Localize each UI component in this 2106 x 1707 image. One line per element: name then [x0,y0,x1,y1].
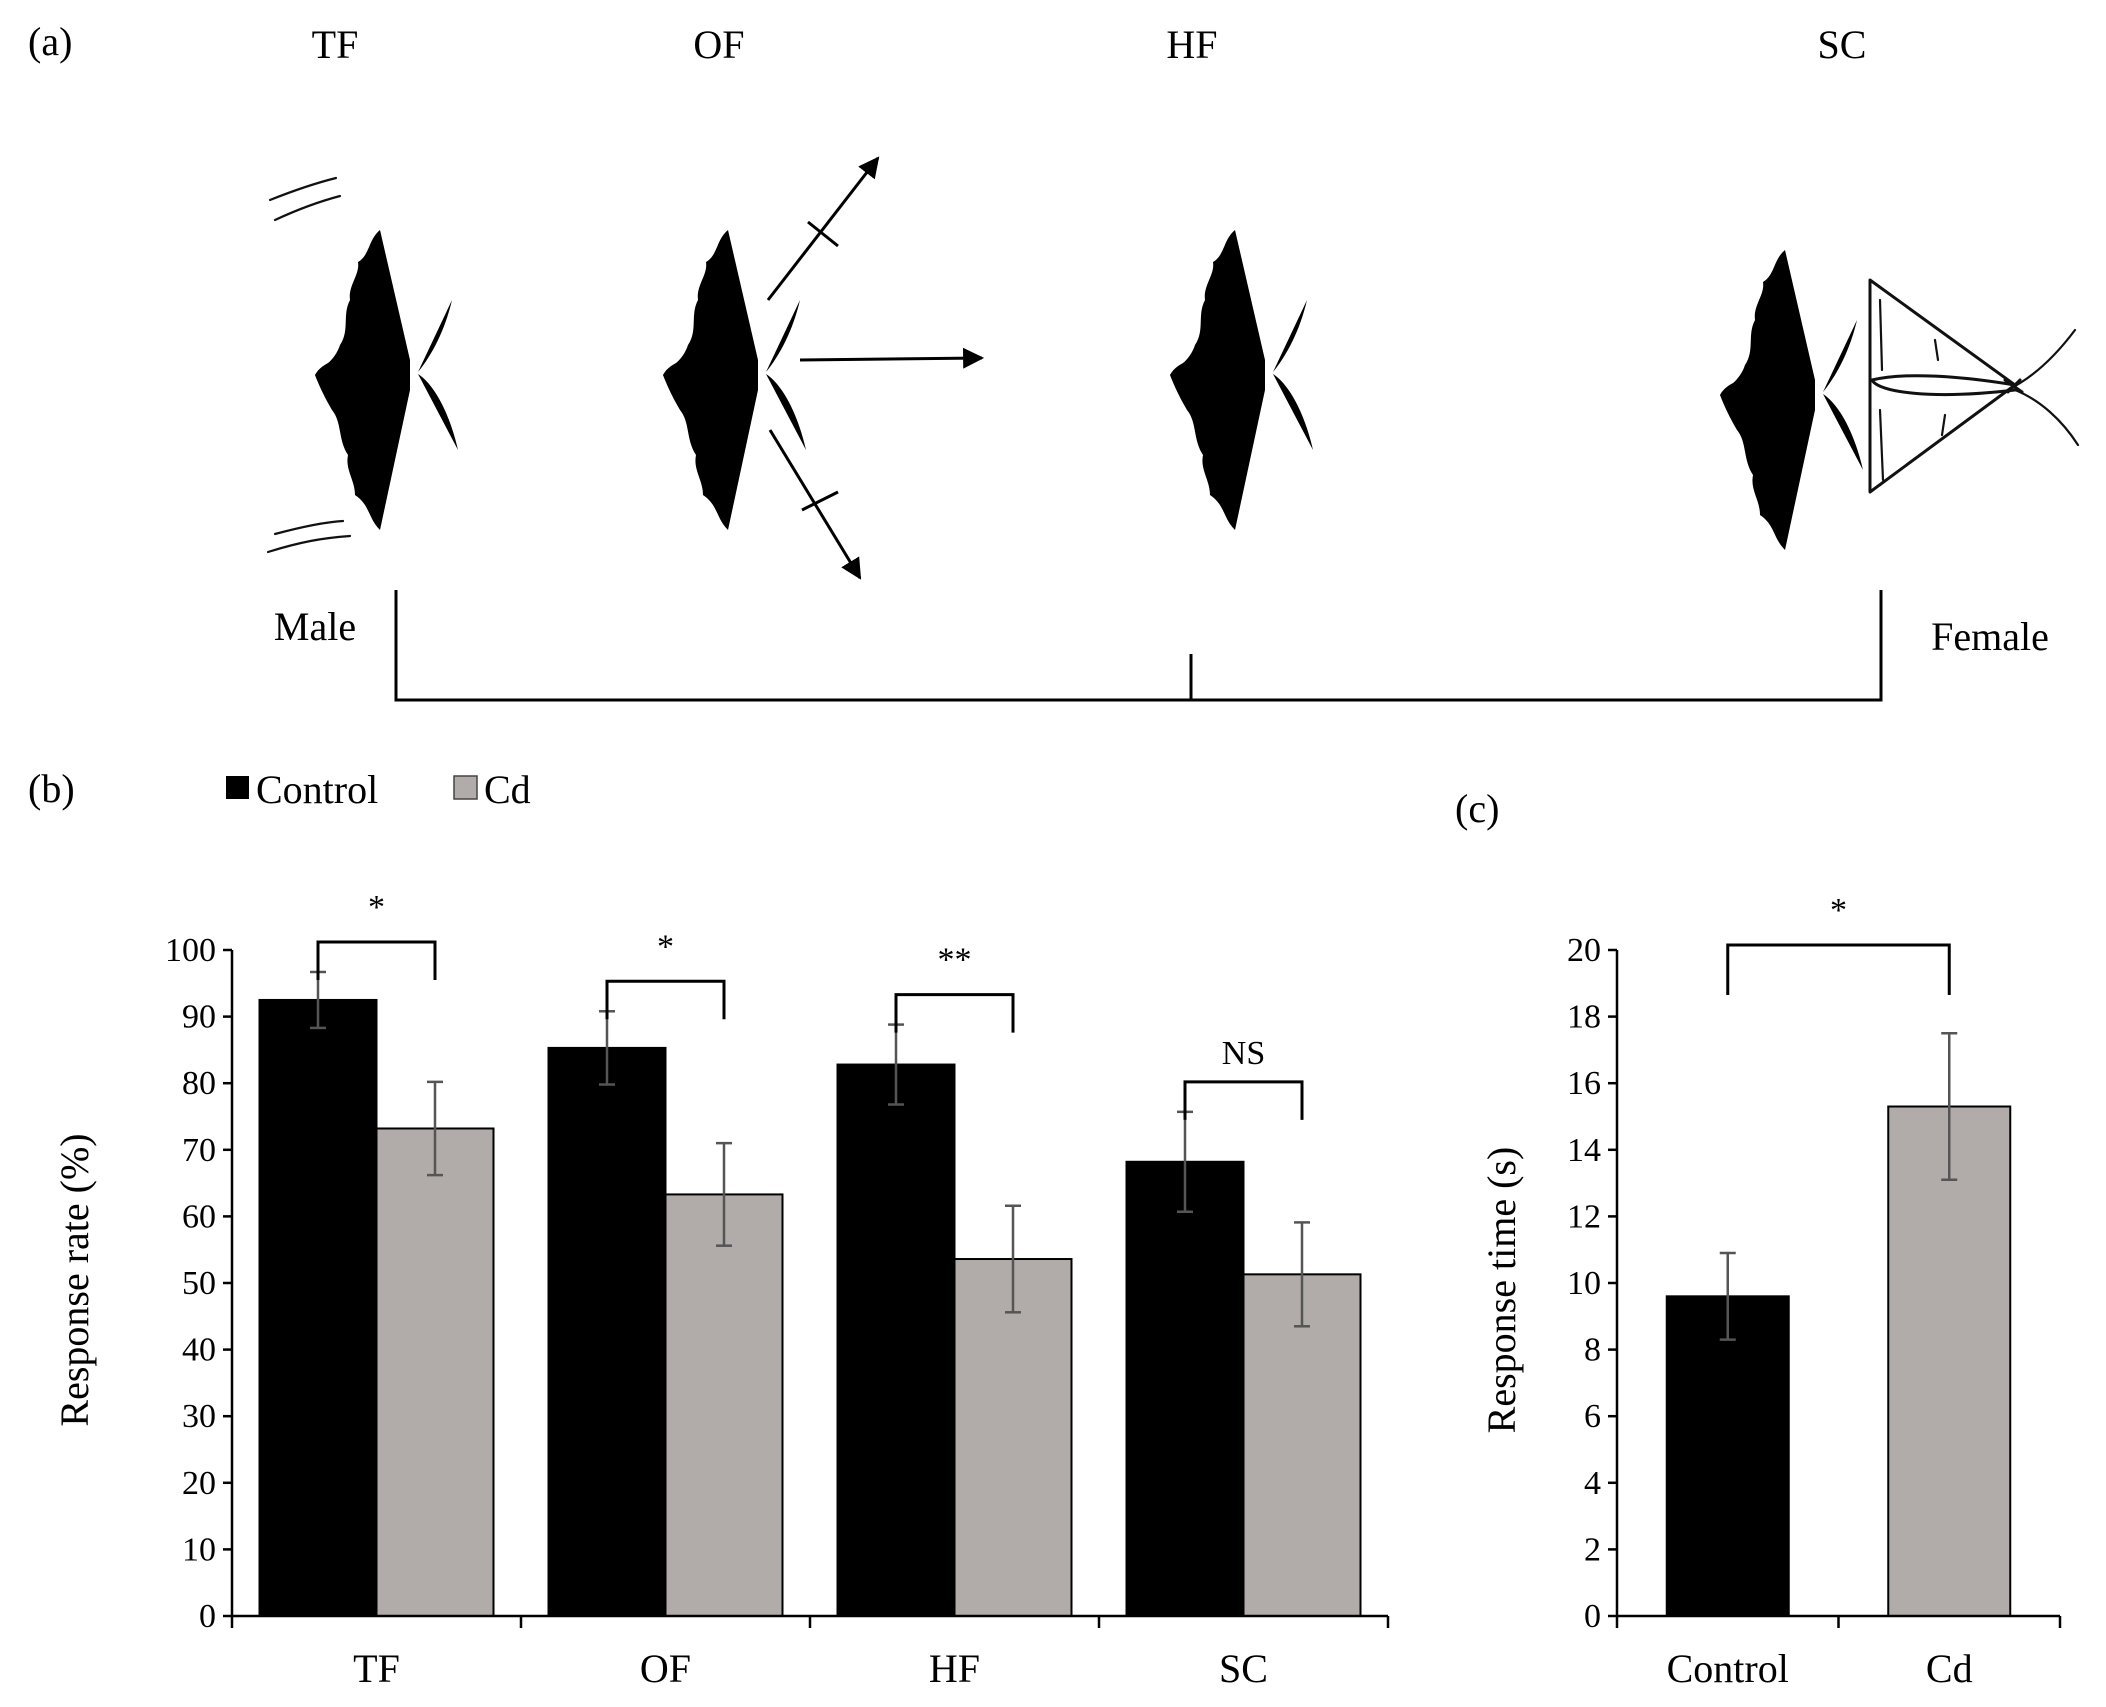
y-tick-label-4: 4 [1584,1465,1601,1502]
x-tick-label-sc: SC [1219,1646,1268,1691]
bar-cd-sc [1242,1273,1362,1618]
male-moth-copulation-icon [1720,250,1863,550]
x-tick-label-hf: HF [929,1646,980,1691]
orientation-arrows-icon [766,156,985,580]
y-tick-label-100: 100 [165,932,216,969]
y-tick-label-60: 60 [182,1198,216,1235]
bars [1665,1105,2012,1617]
significance-label-of: * [657,928,674,965]
panel-b-label: (b) [28,766,75,811]
significance-bracket-of [605,979,726,1020]
significance-label-control-cd: * [1830,892,1847,929]
y-tick-label-16: 16 [1567,1065,1601,1102]
y-axis-title: Response rate (%) [52,1133,97,1426]
male-female-bracket [394,590,1883,702]
y-tick-label-40: 40 [182,1332,216,1369]
y-tick-label-70: 70 [182,1132,216,1169]
male-label: Male [274,604,356,649]
x-axis-ticks: Control Cd [1615,1616,2062,1691]
y-tick-label-14: 14 [1567,1132,1601,1169]
bar-control-hf [836,1063,956,1617]
significance-bracket-tf [316,940,437,980]
significance-label-sc: NS [1222,1035,1265,1072]
female-label: Female [1931,614,2049,659]
significance-bracket-control-cd [1726,943,1951,995]
error-bars [1719,1032,1958,1341]
y-axis-ticks: 0 2 4 6 8 10 12 14 16 18 20 [1567,932,1617,1635]
y-tick-label-90: 90 [182,999,216,1036]
panel-a-diagram: (a) TF OF HF SC [28,19,2080,702]
y-tick-label-20: 20 [182,1465,216,1502]
stage-label-tf: TF [312,22,359,67]
legend-swatch-control [226,776,249,799]
bar-cd [1887,1105,2012,1617]
legend: Control Cd [226,767,531,812]
y-tick-label-80: 80 [182,1065,216,1102]
y-axis-ticks: 0 10 20 30 40 50 60 70 80 90 100 [165,932,232,1635]
stage-label-of: OF [693,22,744,67]
y-tick-label-30: 30 [182,1398,216,1435]
significance-bracket-sc [1183,1080,1304,1120]
significance-label-hf: ** [938,942,972,979]
bar-control-tf [258,998,378,1617]
error-bars [310,970,1310,1328]
y-tick-label-10: 10 [1567,1265,1601,1302]
response-time-chart: (c) 0 2 4 6 8 10 12 14 16 18 20 * Control Cd Respon… [1455,786,2062,1691]
bar-cd-tf [375,1127,495,1618]
significance-label-tf: * [368,889,385,926]
male-moth-hair-pencil-icon [1170,230,1313,530]
bar-control-sc [1125,1160,1245,1617]
y-tick-label-2: 2 [1584,1531,1601,1568]
male-moth-wing-fanning-icon [266,176,458,554]
y-tick-label-8: 8 [1584,1332,1601,1369]
y-tick-label-12: 12 [1567,1198,1601,1235]
female-moth-icon [1868,278,2080,494]
y-tick-label-0: 0 [199,1598,216,1635]
x-tick-label-cd: Cd [1926,1646,1973,1691]
bars [258,998,1362,1618]
stage-label-hf: HF [1166,22,1217,67]
x-axis-ticks: TF OF HF SC [230,1616,1390,1691]
y-tick-label-20: 20 [1567,932,1601,969]
panel-c-label: (c) [1455,786,1499,831]
bar-cd-of [664,1193,784,1617]
x-tick-label-control: Control [1667,1646,1789,1691]
male-moth-orientation-icon [663,230,806,530]
bar-cd-hf [953,1258,1073,1618]
y-tick-label-50: 50 [182,1265,216,1302]
y-tick-label-18: 18 [1567,999,1601,1036]
legend-label-control: Control [256,767,378,812]
x-tick-label-tf: TF [353,1646,400,1691]
y-tick-label-10: 10 [182,1531,216,1568]
stage-label-sc: SC [1818,22,1867,67]
significance-bracket: * [1726,892,1951,995]
y-tick-label-0: 0 [1584,1598,1601,1635]
legend-swatch-cd [453,775,478,800]
y-tick-label-6: 6 [1584,1398,1601,1435]
x-tick-label-of: OF [640,1646,691,1691]
bar-control-of [547,1046,667,1617]
bar-control [1665,1295,1790,1617]
legend-label-cd: Cd [484,767,531,812]
significance-brackets: ** **NS [316,889,1304,1120]
significance-bracket-hf [894,993,1015,1033]
panel-a-label: (a) [28,19,72,64]
y-axis-title: Response time (s) [1479,1147,1524,1434]
